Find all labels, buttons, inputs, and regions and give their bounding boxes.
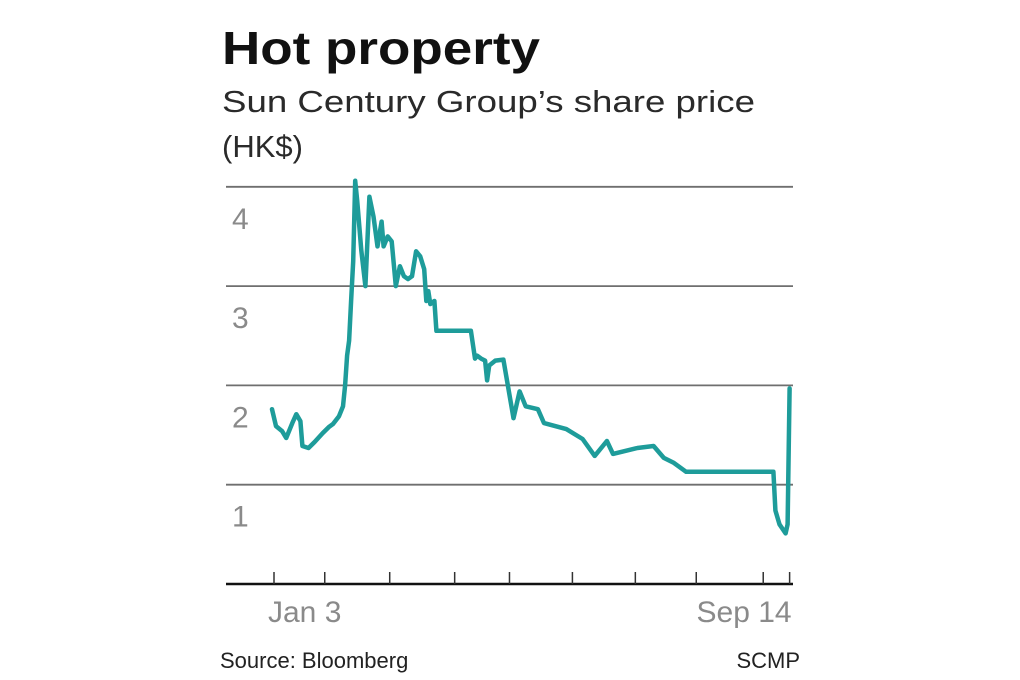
y-axis-unit: (HK$) [222,129,303,164]
y-tick-label: 4 [232,203,249,236]
chart-subtitle: Sun Century Group’s share price [222,84,755,119]
chart-title: Hot property [222,22,540,74]
x-axis-tick-labels: Jan 3 Sep 14 [268,596,792,629]
x-axis-tick-marks [273,572,791,584]
gridlines [226,185,793,486]
y-tick-label: 2 [232,401,249,434]
y-axis-ticks: 1 2 3 4 [232,203,249,534]
y-tick-label: 1 [232,501,249,534]
credit-note: SCMP [736,648,800,673]
x-tick-label: Sep 14 [697,596,792,629]
source-note: Source: Bloomberg [220,648,408,673]
x-tick-label: Jan 3 [268,596,341,629]
series-line [269,178,792,536]
y-tick-label: 3 [232,302,249,335]
